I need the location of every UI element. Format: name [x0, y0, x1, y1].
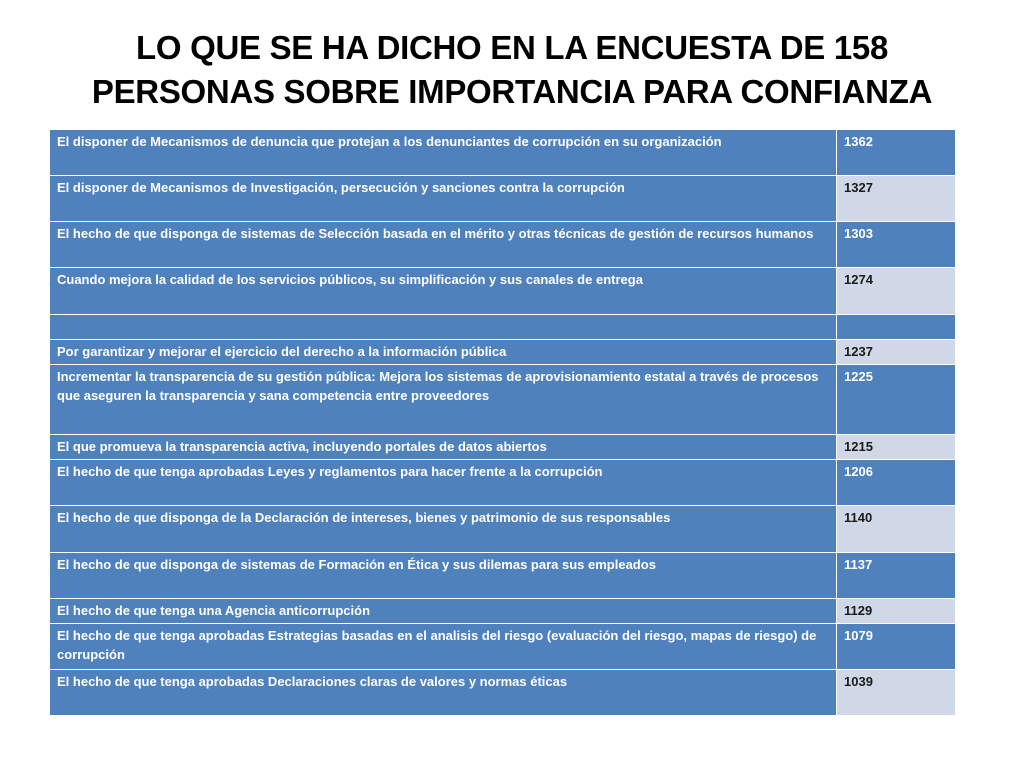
table-row: Cuando mejora la calidad de los servicio…	[49, 267, 956, 315]
table-row: El hecho de que disponga de sistemas de …	[49, 552, 956, 599]
row-label: El hecho de que disponga de sistemas de …	[49, 221, 837, 268]
table-row: Por garantizar y mejorar el ejercicio de…	[49, 339, 956, 365]
row-value: 1327	[836, 175, 956, 222]
row-value: 1274	[836, 267, 956, 315]
row-value: 1362	[836, 129, 956, 176]
table-row: El que promueva la transparencia activa,…	[49, 434, 956, 460]
row-label: El hecho de que disponga de la Declaraci…	[49, 505, 837, 553]
slide-title: LO QUE SE HA DICHO EN LA ENCUESTA DE 158…	[40, 26, 984, 114]
row-label: El disponer de Mecanismos de Investigaci…	[49, 175, 837, 222]
row-label: El disponer de Mecanismos de denuncia qu…	[49, 129, 837, 176]
row-value: 1215	[836, 434, 956, 460]
table-row: El hecho de que tenga aprobadas Estrateg…	[49, 623, 956, 670]
row-label: El hecho de que disponga de sistemas de …	[49, 552, 837, 599]
row-label: El hecho de que tenga aprobadas Leyes y …	[49, 459, 837, 506]
slide-title-line-1: LO QUE SE HA DICHO EN LA ENCUESTA DE 158	[136, 29, 888, 66]
row-value: 1137	[836, 552, 956, 599]
table-row: El hecho de que disponga de la Declaraci…	[49, 505, 956, 553]
table-row: El hecho de que tenga aprobadas Leyes y …	[49, 459, 956, 506]
row-value: 1303	[836, 221, 956, 268]
row-label: El hecho de que tenga aprobadas Declarac…	[49, 669, 837, 716]
table-row: El hecho de que tenga una Agencia antico…	[49, 598, 956, 624]
table-row	[49, 314, 956, 340]
row-label: El hecho de que tenga una Agencia antico…	[49, 598, 837, 624]
row-value: 1079	[836, 623, 956, 670]
row-value: 1129	[836, 598, 956, 624]
table-row: El hecho de que disponga de sistemas de …	[49, 221, 956, 268]
row-value: 1206	[836, 459, 956, 506]
row-label: El que promueva la transparencia activa,…	[49, 434, 837, 460]
row-value	[836, 314, 956, 340]
row-value: 1237	[836, 339, 956, 365]
row-label	[49, 314, 837, 340]
table-row: El disponer de Mecanismos de denuncia qu…	[49, 129, 956, 176]
table-row: El disponer de Mecanismos de Investigaci…	[49, 175, 956, 222]
slide-title-line-2: PERSONAS SOBRE IMPORTANCIA PARA CONFIANZ…	[91, 73, 933, 110]
table-row: Incrementar la transparencia de su gesti…	[49, 364, 956, 435]
row-label: El hecho de que tenga aprobadas Estrateg…	[49, 623, 837, 670]
row-label: Cuando mejora la calidad de los servicio…	[49, 267, 837, 315]
row-value: 1039	[836, 669, 956, 716]
row-value: 1140	[836, 505, 956, 553]
row-label: Incrementar la transparencia de su gesti…	[49, 364, 837, 435]
table-row: El hecho de que tenga aprobadas Declarac…	[49, 669, 956, 716]
survey-table: El disponer de Mecanismos de denuncia qu…	[49, 129, 956, 716]
row-value: 1225	[836, 364, 956, 435]
row-label: Por garantizar y mejorar el ejercicio de…	[49, 339, 837, 365]
